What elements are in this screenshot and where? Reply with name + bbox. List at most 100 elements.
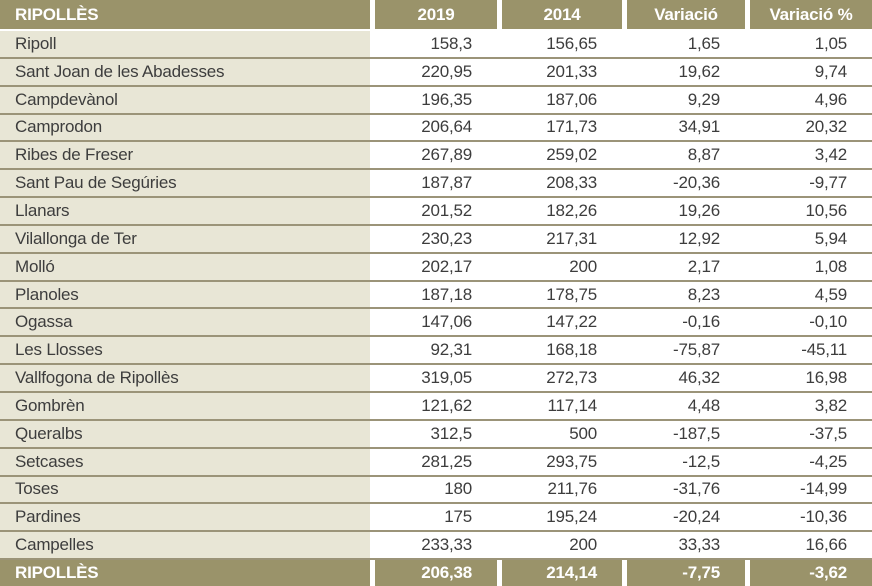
value-cell: 1,08 [745,253,872,280]
municipality-name: Sant Joan de les Abadesses [0,58,370,85]
value-cell: 16,98 [745,365,872,391]
value-cell: 200 [497,253,622,280]
municipality-name: Ribes de Freser [0,142,370,169]
municipality-name: Llanars [0,198,370,224]
value-cell: 196,35 [370,86,497,113]
table-row: Ripoll 158,3 156,65 1,65 1,05 [0,31,872,57]
municipality-name: Sant Pau de Segúries [0,170,370,197]
header-col-2014: 2014 [497,0,622,29]
value-cell: -20,36 [622,170,745,197]
table-row: Queralbs 312,5 500 -187,5 -37,5 [0,418,872,447]
value-cell: -31,76 [622,476,745,503]
table-row: Campelles 233,33 200 33,33 16,66 [0,530,872,559]
table-row: Campdevànol 196,35 187,06 9,29 4,96 [0,84,872,113]
value-cell: -45,11 [745,337,872,364]
value-cell: -75,87 [622,337,745,364]
value-cell: 168,18 [497,337,622,364]
footer-total-2014: 214,14 [497,560,622,586]
value-cell: 10,56 [745,198,872,224]
municipality-name: Campdevànol [0,86,370,113]
value-cell: -187,5 [622,420,745,447]
value-cell: -12,5 [622,448,745,475]
value-cell: 19,26 [622,198,745,224]
value-cell: 293,75 [497,448,622,475]
municipality-name: Ogassa [0,309,370,336]
table-row: Ogassa 147,06 147,22 -0,16 -0,10 [0,307,872,336]
value-cell: -20,24 [622,504,745,531]
value-cell: 147,22 [497,309,622,336]
value-cell: 201,52 [370,198,497,224]
table-row: Setcases 281,25 293,75 -12,5 -4,25 [0,446,872,475]
value-cell: 233,33 [370,532,497,559]
value-cell: 9,29 [622,86,745,113]
value-cell: -0,10 [745,309,872,336]
value-cell: 8,87 [622,142,745,169]
table-row: Les Llosses 92,31 168,18 -75,87 -45,11 [0,335,872,364]
value-cell: 259,02 [497,142,622,169]
value-cell: -10,36 [745,504,872,531]
footer-region-label: RIPOLLÈS [15,563,99,582]
value-cell: 8,23 [622,281,745,308]
footer-total-2019: 206,38 [370,560,497,586]
value-cell: 312,5 [370,420,497,447]
value-cell: 230,23 [370,225,497,252]
municipality-name: Vilallonga de Ter [0,225,370,252]
value-cell: 3,42 [745,142,872,169]
table-row: Vilallonga de Ter 230,23 217,31 12,92 5,94 [0,223,872,252]
value-cell: 202,17 [370,253,497,280]
value-cell: 182,26 [497,198,622,224]
value-cell: 158,3 [370,31,497,57]
value-cell: 92,31 [370,337,497,364]
table-row: Molló 202,17 200 2,17 1,08 [0,251,872,280]
header-col-variacio: Variació [622,0,745,29]
value-cell: 5,94 [745,225,872,252]
table-footer-row: RIPOLLÈS 206,38 214,14 -7,75 -3,62 [0,558,872,586]
value-cell: 281,25 [370,448,497,475]
value-cell: 4,48 [622,392,745,419]
value-cell: 200 [497,532,622,559]
value-cell: 1,05 [745,31,872,57]
value-cell: -9,77 [745,170,872,197]
table-row: Planoles 187,18 178,75 8,23 4,59 [0,279,872,308]
municipality-name: Vallfogona de Ripollès [0,365,370,391]
value-cell: 20,32 [745,114,872,141]
value-cell: 4,59 [745,281,872,308]
municipality-name: Queralbs [0,420,370,447]
value-cell: 319,05 [370,365,497,391]
value-cell: 208,33 [497,170,622,197]
header-col-variacio-pct: Variació % [745,0,872,29]
value-cell: 171,73 [497,114,622,141]
municipality-name: Camprodon [0,114,370,141]
footer-total-variacio-pct: -3,62 [745,560,872,586]
municipality-name: Toses [0,476,370,503]
table-row: Sant Pau de Segúries 187,87 208,33 -20,36 -9… [0,168,872,197]
value-cell: 206,64 [370,114,497,141]
value-cell: 220,95 [370,58,497,85]
value-cell: 12,92 [622,225,745,252]
municipality-name: Setcases [0,448,370,475]
table-row: Gombrèn 121,62 117,14 4,48 3,82 [0,390,872,419]
value-cell: 19,62 [622,58,745,85]
table-row: Vallfogona de Ripollès 319,05 272,73 46,32 1… [0,363,872,391]
value-cell: 187,06 [497,86,622,113]
value-cell: 175 [370,504,497,531]
value-cell: 2,17 [622,253,745,280]
header-col-2019: 2019 [370,0,497,29]
municipality-name: Gombrèn [0,392,370,419]
municipality-name: Pardines [0,504,370,531]
footer-total-variacio: -7,75 [622,560,745,586]
value-cell: 117,14 [497,392,622,419]
value-cell: 33,33 [622,532,745,559]
municipality-name: Ripoll [0,31,370,57]
value-cell: 217,31 [497,225,622,252]
value-cell: 3,82 [745,392,872,419]
value-cell: 121,62 [370,392,497,419]
value-cell: 46,32 [622,365,745,391]
table-row: Llanars 201,52 182,26 19,26 10,56 [0,196,872,224]
value-cell: 9,74 [745,58,872,85]
value-cell: -37,5 [745,420,872,447]
value-cell: 211,76 [497,476,622,503]
value-cell: 16,66 [745,532,872,559]
table-row: Pardines 175 195,24 -20,24 -10,36 [0,502,872,531]
value-cell: 201,33 [497,58,622,85]
